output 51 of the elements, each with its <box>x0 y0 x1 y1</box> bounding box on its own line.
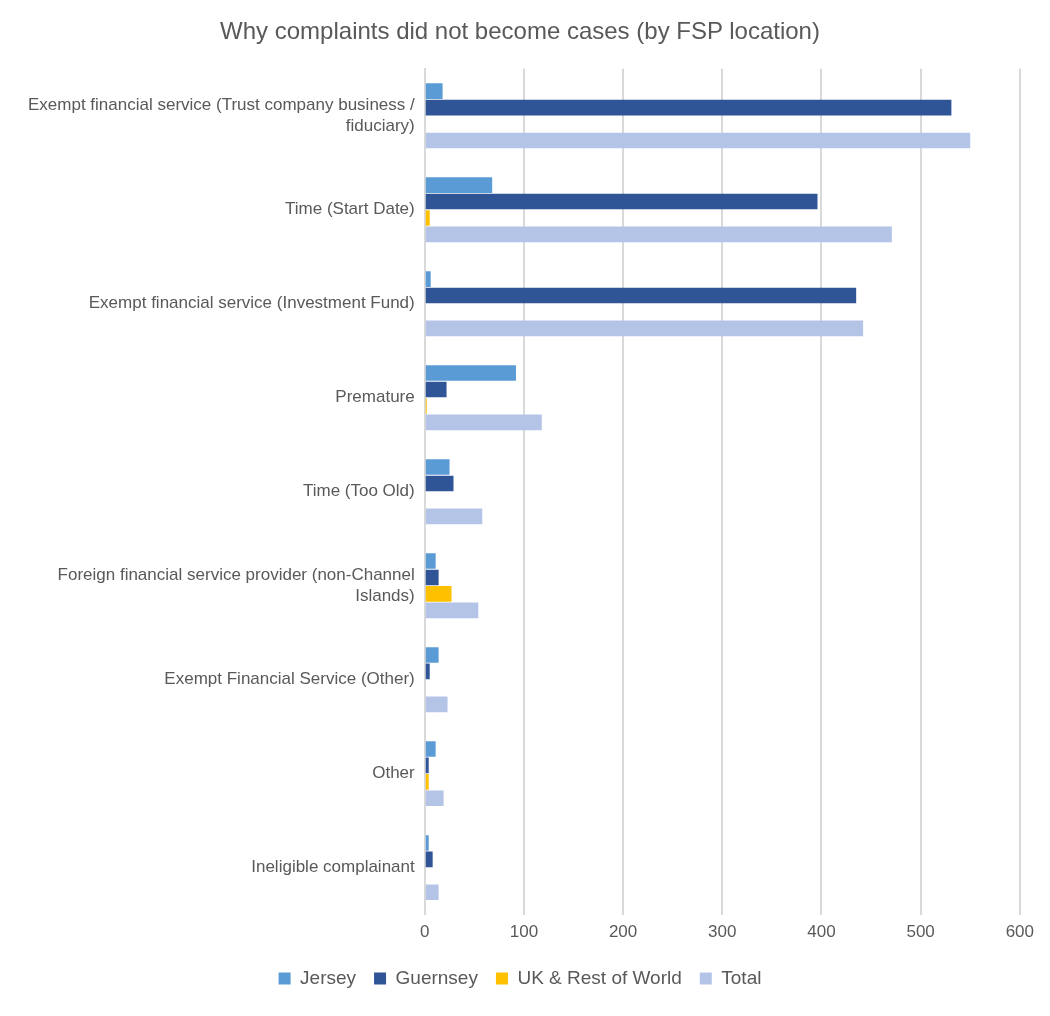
x-tick-label: 200 <box>608 922 638 942</box>
bar <box>425 475 454 492</box>
x-tick-label: 400 <box>807 922 836 942</box>
y-tick-label: Foreign financial service provider (non-Channel Islands) <box>57 565 415 605</box>
y-tick-label: Time (Too Old) <box>302 481 415 501</box>
bar <box>425 381 447 398</box>
legend-label: Total <box>721 966 762 988</box>
x-tick-label: 600 <box>1005 922 1035 942</box>
bar <box>425 459 450 475</box>
y-tick-label: Exempt Financial Service (Other) <box>164 669 415 689</box>
bar <box>425 193 818 210</box>
bar <box>425 177 493 193</box>
y-tick-label: Time (Start Date) <box>285 199 415 219</box>
y-tick-label: Other <box>372 763 416 783</box>
x-tick-label: 100 <box>509 922 539 942</box>
bar <box>425 602 479 619</box>
bar <box>425 83 443 99</box>
legend-label: Guernsey <box>395 966 479 988</box>
bar <box>425 757 429 774</box>
bar <box>425 226 892 243</box>
bar <box>425 774 429 790</box>
bar <box>425 508 483 525</box>
bar <box>425 99 952 116</box>
bar <box>425 210 430 226</box>
bar <box>425 365 516 381</box>
bar <box>425 271 431 287</box>
bar <box>425 741 436 757</box>
bar <box>425 569 439 586</box>
bar <box>425 884 439 901</box>
x-tick-label: 0 <box>420 922 430 942</box>
x-tick-label: 300 <box>708 922 737 942</box>
x-tick-label: 500 <box>906 922 935 942</box>
bar <box>425 663 430 680</box>
bar <box>425 414 542 431</box>
bar <box>425 586 452 602</box>
y-tick-label: Premature <box>335 387 415 407</box>
bar <box>425 790 444 807</box>
y-tick-label: Exempt financial service (Investment Fund) <box>88 293 415 313</box>
bar <box>425 851 433 868</box>
y-tick-label: Exempt financial service (Trust company business / fiduciary) <box>27 95 416 135</box>
chart-title: Why complaints did not become cases (by FSP location) <box>220 17 820 45</box>
bar <box>425 320 864 337</box>
legend-label: Jersey <box>300 966 357 988</box>
bar <box>425 647 439 663</box>
bar <box>425 287 857 304</box>
legend-label: UK & Rest of World <box>517 966 682 988</box>
bar <box>425 132 971 149</box>
bar <box>425 553 436 569</box>
y-tick-label: Ineligible complainant <box>251 857 416 877</box>
bar <box>425 696 448 713</box>
bar <box>425 835 429 851</box>
